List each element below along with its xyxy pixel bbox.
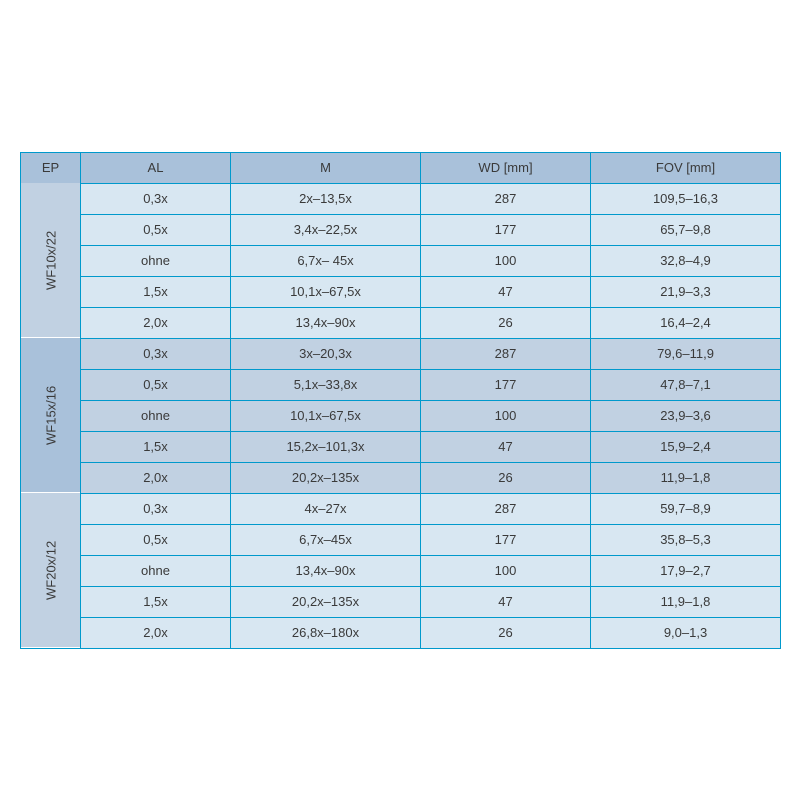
table-cell: 11,9–1,8 [591, 462, 781, 493]
col-header-3: WD [mm] [421, 152, 591, 183]
table-cell: 2,0x [81, 307, 231, 338]
specs-table: EPALMWD [mm]FOV [mm] WF10x/220,3x2x–13,5… [20, 152, 781, 649]
table-cell: 4x–27x [231, 493, 421, 524]
table-row: ohne10,1x–67,5x10023,9–3,6 [21, 400, 781, 431]
table-row: 1,5x20,2x–135x4711,9–1,8 [21, 586, 781, 617]
table-row: 0,5x5,1x–33,8x17747,8–7,1 [21, 369, 781, 400]
table-row: ohne6,7x– 45x10032,8–4,9 [21, 245, 781, 276]
table-cell: 100 [421, 400, 591, 431]
table-row: WF15x/160,3x3x–20,3x28779,6–11,9 [21, 338, 781, 369]
table-cell: 0,3x [81, 338, 231, 369]
table-cell: 20,2x–135x [231, 586, 421, 617]
table-row: ohne13,4x–90x10017,9–2,7 [21, 555, 781, 586]
table-cell: 109,5–16,3 [591, 183, 781, 214]
ep-label: WF20x/12 [21, 493, 81, 648]
table-row: WF20x/120,3x4x–27x28759,7–8,9 [21, 493, 781, 524]
table-cell: 79,6–11,9 [591, 338, 781, 369]
table-cell: 11,9–1,8 [591, 586, 781, 617]
ep-label: WF15x/16 [21, 338, 81, 493]
table-cell: 47 [421, 276, 591, 307]
table-cell: 32,8–4,9 [591, 245, 781, 276]
table-cell: 0,5x [81, 369, 231, 400]
table-cell: 10,1x–67,5x [231, 276, 421, 307]
table-cell: 23,9–3,6 [591, 400, 781, 431]
table-row: 1,5x15,2x–101,3x4715,9–2,4 [21, 431, 781, 462]
table-cell: 100 [421, 555, 591, 586]
table-row: 1,5x10,1x–67,5x4721,9–3,3 [21, 276, 781, 307]
table-cell: 3x–20,3x [231, 338, 421, 369]
table-cell: 26 [421, 462, 591, 493]
table-cell: 177 [421, 214, 591, 245]
table-cell: 0,3x [81, 493, 231, 524]
table-cell: 65,7–9,8 [591, 214, 781, 245]
table-cell: 5,1x–33,8x [231, 369, 421, 400]
table-cell: 177 [421, 524, 591, 555]
table-cell: 26,8x–180x [231, 617, 421, 648]
table-cell: 1,5x [81, 586, 231, 617]
table-cell: 15,9–2,4 [591, 431, 781, 462]
col-header-1: AL [81, 152, 231, 183]
table-cell: 0,3x [81, 183, 231, 214]
table-row: WF10x/220,3x2x–13,5x287109,5–16,3 [21, 183, 781, 214]
table-cell: 10,1x–67,5x [231, 400, 421, 431]
table-cell: 21,9–3,3 [591, 276, 781, 307]
table-cell: 2,0x [81, 462, 231, 493]
table-cell: 177 [421, 369, 591, 400]
table-cell: 9,0–1,3 [591, 617, 781, 648]
table-cell: 13,4x–90x [231, 307, 421, 338]
table-row: 2,0x26,8x–180x269,0–1,3 [21, 617, 781, 648]
table-cell: 1,5x [81, 276, 231, 307]
table-row: 2,0x20,2x–135x2611,9–1,8 [21, 462, 781, 493]
table-cell: 6,7x– 45x [231, 245, 421, 276]
table-cell: 287 [421, 493, 591, 524]
table-cell: 6,7x–45x [231, 524, 421, 555]
table-cell: 20,2x–135x [231, 462, 421, 493]
table-cell: 35,8–5,3 [591, 524, 781, 555]
table-body: WF10x/220,3x2x–13,5x287109,5–16,30,5x3,4… [21, 183, 781, 648]
table-cell: 0,5x [81, 524, 231, 555]
table-cell: 100 [421, 245, 591, 276]
table-cell: 26 [421, 307, 591, 338]
table-cell: ohne [81, 400, 231, 431]
table-cell: 0,5x [81, 214, 231, 245]
table-cell: 16,4–2,4 [591, 307, 781, 338]
table-cell: 2x–13,5x [231, 183, 421, 214]
table-row: 2,0x13,4x–90x2616,4–2,4 [21, 307, 781, 338]
table-cell: 287 [421, 338, 591, 369]
table-cell: ohne [81, 245, 231, 276]
table-cell: 59,7–8,9 [591, 493, 781, 524]
table-cell: 47,8–7,1 [591, 369, 781, 400]
ep-label: WF10x/22 [21, 183, 81, 338]
table-cell: 15,2x–101,3x [231, 431, 421, 462]
table-header: EPALMWD [mm]FOV [mm] [21, 152, 781, 183]
table-cell: 47 [421, 586, 591, 617]
table-cell: 13,4x–90x [231, 555, 421, 586]
specs-table-container: EPALMWD [mm]FOV [mm] WF10x/220,3x2x–13,5… [20, 152, 780, 649]
table-cell: 3,4x–22,5x [231, 214, 421, 245]
table-cell: 2,0x [81, 617, 231, 648]
table-cell: 287 [421, 183, 591, 214]
table-cell: ohne [81, 555, 231, 586]
table-row: 0,5x3,4x–22,5x17765,7–9,8 [21, 214, 781, 245]
table-cell: 1,5x [81, 431, 231, 462]
table-row: 0,5x6,7x–45x17735,8–5,3 [21, 524, 781, 555]
col-header-0: EP [21, 152, 81, 183]
table-cell: 26 [421, 617, 591, 648]
col-header-2: M [231, 152, 421, 183]
table-cell: 47 [421, 431, 591, 462]
col-header-4: FOV [mm] [591, 152, 781, 183]
table-cell: 17,9–2,7 [591, 555, 781, 586]
